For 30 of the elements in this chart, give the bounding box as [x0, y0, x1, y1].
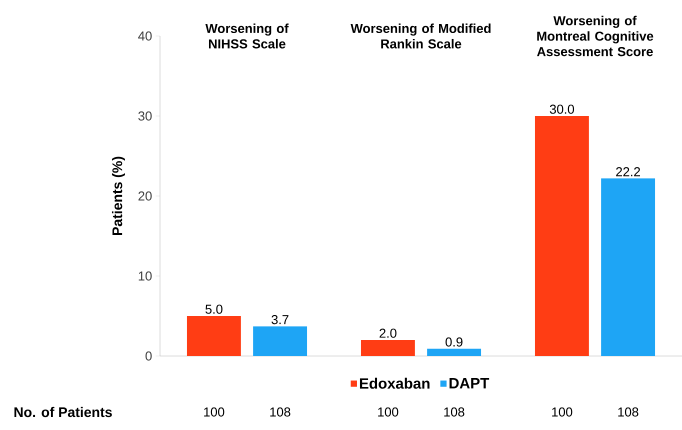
- bar: [427, 348, 482, 356]
- y-tick-label: 10: [138, 271, 152, 281]
- x-tick-label: Worsening of Modified Rankin Scale: [350, 24, 491, 48]
- data-label: 3.7: [272, 315, 288, 324]
- text: 100: [378, 407, 398, 417]
- text: 100: [204, 407, 224, 417]
- data-label: 30.0: [550, 104, 574, 114]
- data-label: 5.0: [205, 304, 222, 314]
- y-axis-title: Patients (%): [112, 156, 125, 235]
- bar: [253, 326, 308, 356]
- legend-label: Edoxaban: [360, 378, 430, 389]
- text: 100: [552, 407, 572, 417]
- bar: [601, 178, 656, 356]
- y-tick-label: 30: [138, 111, 152, 121]
- bar: [360, 340, 415, 356]
- bar: [186, 316, 241, 356]
- y-tick-label: 0: [146, 351, 152, 361]
- data-label: 0.9: [446, 337, 462, 347]
- text: No. of Patients: [14, 406, 112, 418]
- y-tick-label: 20: [138, 191, 152, 201]
- text: 108: [618, 407, 638, 417]
- x-tick-label: Worsening of NIHSS Scale: [205, 24, 289, 48]
- data-label: 22.2: [616, 167, 640, 176]
- legend-label: DAPT: [450, 378, 490, 388]
- data-label: 2.0: [380, 328, 396, 338]
- text: 108: [444, 407, 464, 417]
- x-tick-label: Worsening of Montreal Cognitive Assessment Score: [537, 16, 654, 56]
- text: 108: [270, 407, 290, 417]
- y-tick-label: 40: [138, 31, 152, 41]
- bar: [534, 116, 589, 356]
